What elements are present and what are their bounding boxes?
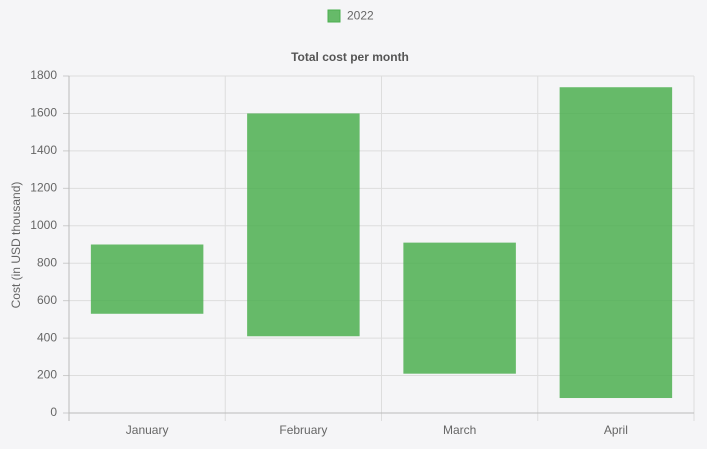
bar xyxy=(559,87,673,399)
y-tick-label: 1400 xyxy=(30,143,57,157)
y-tick-label: 200 xyxy=(37,368,57,382)
y-tick-label: 1000 xyxy=(30,218,57,232)
y-tick-label: 1800 xyxy=(30,68,57,82)
y-axis-title: Cost (in USD thousand) xyxy=(9,182,23,309)
bar xyxy=(403,242,516,374)
chart-title: Total cost per month xyxy=(291,50,409,64)
y-tick-label: 0 xyxy=(50,405,57,419)
x-tick-label: February xyxy=(279,423,327,437)
x-tick-label: January xyxy=(126,423,169,437)
y-tick-label: 1600 xyxy=(30,106,57,120)
bar xyxy=(90,244,204,314)
legend-swatch xyxy=(327,9,341,23)
y-tick-label: 600 xyxy=(37,293,57,307)
bar xyxy=(247,113,360,337)
x-tick-label: March xyxy=(443,423,476,437)
legend-label: 2022 xyxy=(347,9,374,23)
y-tick-label: 1200 xyxy=(30,181,57,195)
y-tick-label: 800 xyxy=(37,255,57,269)
y-tick-label: 400 xyxy=(37,330,57,344)
x-tick-label: April xyxy=(604,423,628,437)
